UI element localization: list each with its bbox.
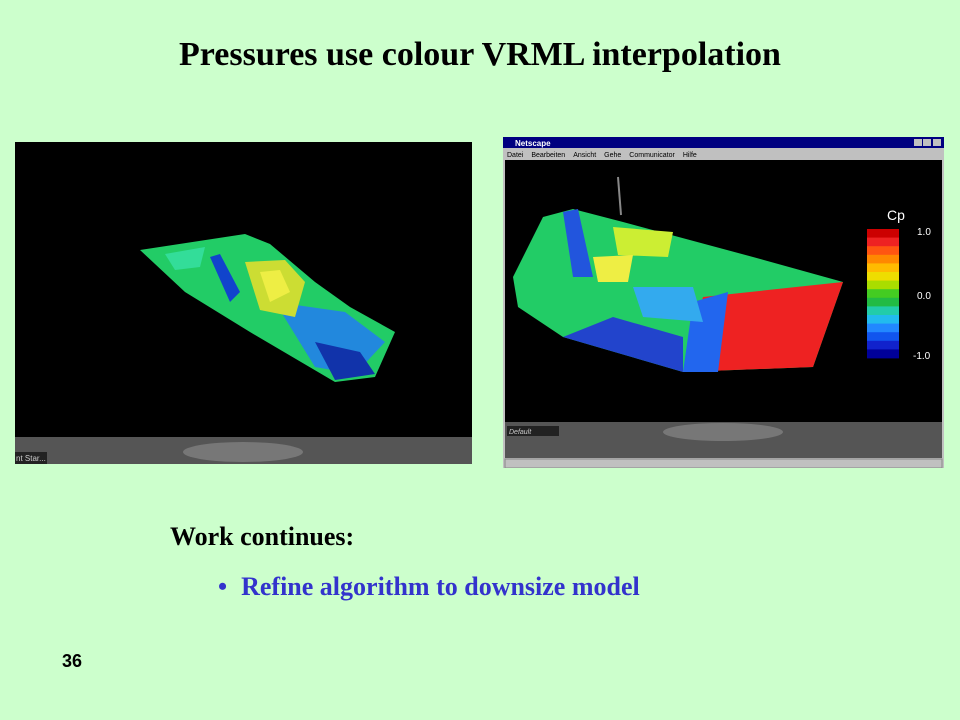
bullet-text: Refine algorithm to downsize model [241,572,640,601]
legend-label: -1.0 [913,351,931,362]
colorbar-band [867,272,899,281]
colorbar-band [867,289,899,299]
colorbar-band [867,263,899,273]
menu-item: Communicator [629,152,675,159]
colorbar-band [867,280,899,290]
colorbar-band [867,237,899,247]
colorbar-band [867,297,899,307]
slide-title: Pressures use colour VRML interpolation [179,36,781,73]
colorbar-band [867,340,899,350]
window-title: Netscape [515,139,551,148]
netscape-window: Netscape Datei Bearbeiten Ansicht Gehe Commu… [503,137,944,468]
viewpoint: Default [509,429,532,436]
menu-item: Ansicht [573,152,596,159]
colorbar-band [867,254,899,264]
colorbar-band [867,306,899,316]
menu-item: Datei [507,152,524,159]
left-screenshot: nt Star... [15,142,472,464]
status-text: nt Star... [16,454,46,463]
colorbar-band [867,246,899,256]
legend-label: 1.0 [917,227,931,238]
legend-title: Cp [887,207,905,223]
menu-item: Gehe [604,152,621,159]
colorbar-band [867,332,899,342]
menu-item: Hilfe [683,152,697,159]
colorbar-band [867,349,899,359]
menu-item: Bearbeiten [531,152,565,159]
colorbar-band [867,323,899,333]
page-number: 36 [62,651,83,671]
colorbar-band [867,315,899,324]
colorbar-band [867,229,899,238]
heading: Work continues: [170,522,355,551]
bullet: • Refine algorithm to downsize model [218,572,640,601]
legend-label: 0.0 [917,291,931,302]
